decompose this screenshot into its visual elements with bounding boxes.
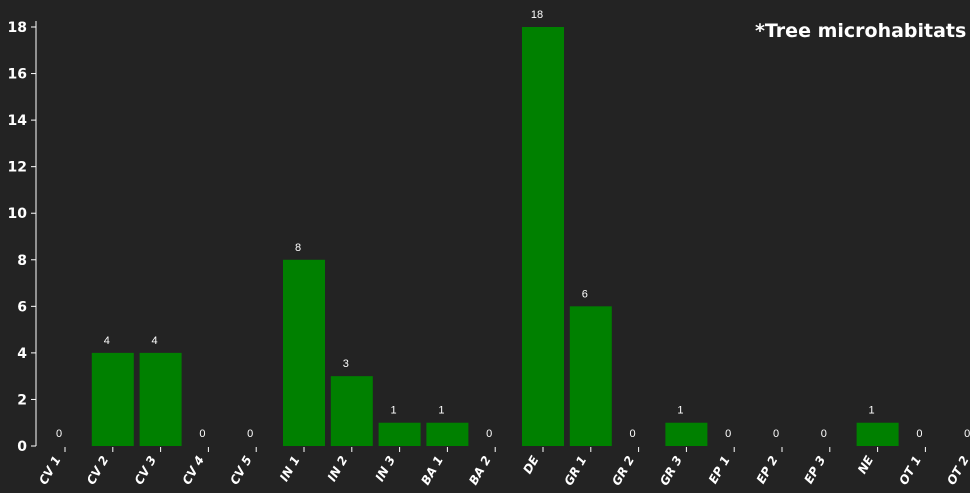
data-label: 0 [630, 428, 636, 440]
bar [330, 376, 373, 446]
data-label: 0 [199, 428, 205, 440]
data-label: 4 [104, 335, 110, 347]
x-tick-label: OT 2 [944, 454, 970, 488]
data-label: 1 [391, 405, 397, 417]
x-tick-label: EP 1 [706, 454, 733, 487]
y-tick-label: 4 [17, 346, 27, 362]
x-tick-label: OT 1 [896, 454, 924, 488]
data-label: 0 [773, 428, 779, 440]
x-tick-label: NE [855, 453, 877, 476]
data-label: 0 [247, 428, 253, 440]
x-tick-label: CV 2 [84, 454, 111, 488]
x-tick-label: CV 5 [227, 454, 254, 488]
x-tick-label: EP 3 [802, 454, 829, 487]
bar [91, 352, 134, 446]
x-tick-label: CV 1 [36, 454, 63, 488]
data-label: 6 [582, 288, 588, 300]
x-tick-label: DE [520, 453, 542, 476]
y-tick-label: 6 [17, 299, 27, 315]
y-tick-label: 18 [8, 20, 27, 36]
x-tick-label: BA 2 [466, 454, 494, 488]
bar [665, 422, 708, 446]
y-tick-label: 2 [17, 392, 27, 408]
data-label: 0 [56, 428, 62, 440]
y-tick-label: 12 [8, 160, 27, 176]
data-label: 1 [438, 405, 444, 417]
bar [569, 306, 612, 446]
x-tick-label: IN 3 [373, 454, 399, 484]
bar [283, 259, 325, 446]
bar [139, 352, 182, 446]
bar [856, 422, 899, 446]
data-label: 1 [869, 405, 875, 417]
bar [426, 422, 469, 446]
y-tick-label: 0 [17, 439, 27, 455]
x-tick-label: GR 3 [657, 454, 685, 488]
y-tick-label: 8 [17, 253, 27, 269]
x-tick-label: CV 4 [180, 454, 207, 488]
x-tick-label: BA 1 [418, 454, 446, 488]
x-tick-label: IN 1 [277, 454, 303, 484]
data-label: 3 [343, 358, 349, 370]
data-label: 0 [964, 428, 970, 440]
bar [522, 27, 564, 446]
x-tick-label: GR 2 [609, 454, 637, 488]
bar [378, 422, 421, 446]
data-label: 18 [531, 9, 543, 21]
chart-annotation: *Tree microhabitats [755, 20, 967, 42]
data-label: 4 [152, 335, 158, 347]
data-label: 0 [486, 428, 492, 440]
y-tick-label: 14 [8, 113, 28, 129]
data-label: 8 [295, 242, 301, 254]
y-tick-label: 16 [8, 67, 27, 83]
x-tick-label: GR 1 [561, 454, 589, 488]
y-tick-label: 10 [8, 206, 28, 222]
data-label: 0 [821, 428, 827, 440]
data-label: 0 [916, 428, 922, 440]
x-tick-label: EP 2 [754, 454, 781, 487]
x-tick-label: IN 2 [325, 454, 351, 484]
x-tick-label: CV 3 [132, 454, 159, 488]
data-label: 1 [677, 405, 683, 417]
data-label: 0 [725, 428, 731, 440]
